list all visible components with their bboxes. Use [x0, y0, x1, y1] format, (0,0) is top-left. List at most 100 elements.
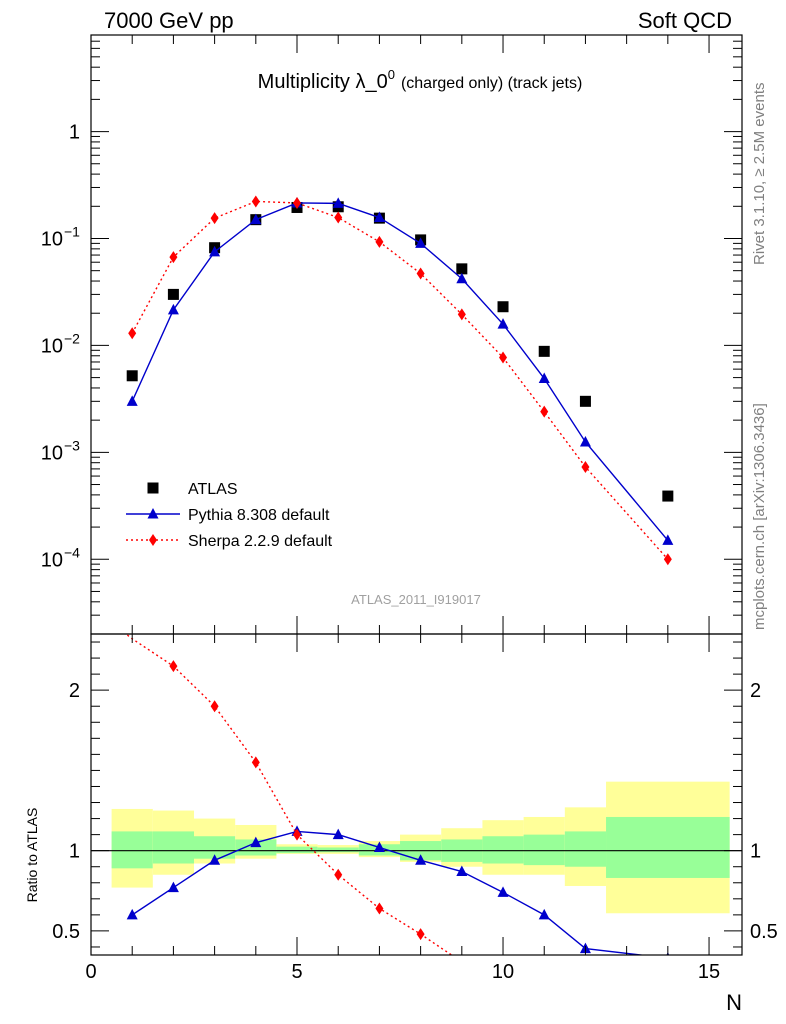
- point-1-12: [662, 534, 674, 545]
- ratio-point-0-10: [538, 908, 550, 920]
- ratio-point-0-8: [456, 865, 468, 877]
- point-1-0: [126, 395, 138, 406]
- y-tick-label-3: 10: [41, 442, 63, 464]
- point-1-2: [209, 245, 221, 257]
- main-y-axis: 110−110−210−310−4: [41, 34, 742, 635]
- x-tick-label-3: 15: [698, 961, 720, 983]
- y-tick-exp-1: −1: [64, 223, 80, 239]
- uncertainty-bands: [111, 781, 730, 914]
- main-title-sup: 0: [388, 67, 395, 82]
- legend-entry-2: Sherpa 2.2.9 default: [126, 533, 333, 550]
- band-inner-1: [152, 831, 195, 864]
- band-inner-0: [111, 831, 153, 869]
- ratio-point-0-7: [415, 854, 427, 865]
- band-inner-3: [235, 839, 277, 856]
- ratio-ylabel: Ratio to ATLAS: [24, 808, 40, 903]
- ratio-point-0-3: [250, 836, 262, 848]
- legend: ATLAS Pythia 8.308 default Sherpa 2.2.9 de…: [126, 481, 333, 550]
- y-tick-exp-3: −3: [64, 437, 80, 453]
- point-0-12: [662, 490, 674, 502]
- y-tick-label-2: 10: [41, 335, 63, 357]
- point-2-11: [581, 460, 590, 473]
- legend-label-1: Pythia 8.308 default: [188, 507, 330, 524]
- x-axis-label: N: [726, 990, 742, 1015]
- point-1-11: [579, 435, 591, 447]
- point-2-10: [540, 405, 549, 418]
- ratio-point-0-2: [209, 854, 221, 865]
- header-left: 7000 GeV pp: [104, 8, 234, 33]
- point-1-7: [415, 237, 427, 248]
- point-0-0: [126, 370, 138, 382]
- band-inner-9: [482, 836, 524, 864]
- main-title-suffix: (charged only) (track jets): [401, 75, 582, 92]
- ratio-y-label-left-1: 1: [69, 841, 80, 863]
- x-tick-label-2: 10: [492, 961, 514, 983]
- ratio-panel: Ratio to ATLAS N 0 5 10 15 0.5 0.5 1 1 2 2: [24, 633, 778, 1015]
- legend-entry-1: Pythia 8.308 default: [126, 507, 330, 524]
- legend-label-0: ATLAS: [188, 481, 238, 498]
- band-inner-2: [194, 836, 236, 859]
- point-1-8: [456, 272, 468, 284]
- point-1-1: [167, 303, 179, 315]
- ratio-point-0-5: [332, 828, 344, 840]
- point-2-2: [210, 212, 219, 225]
- ratio-point-0-0: [126, 908, 138, 920]
- point-1-10: [538, 372, 550, 384]
- point-0-10: [538, 345, 550, 357]
- band-inner-4: [276, 846, 318, 854]
- ratio-point-1-4: [251, 756, 260, 769]
- point-2-5: [334, 211, 343, 224]
- ratio-point-1-7: [375, 902, 384, 915]
- point-2-6: [375, 235, 384, 248]
- side-label-lower: mcplots.cern.ch [arXiv:1306.3436]: [751, 403, 768, 630]
- ratio-point-1-5: [293, 828, 302, 841]
- point-0-8: [456, 263, 468, 275]
- point-2-9: [499, 351, 508, 364]
- point-1-3: [250, 213, 262, 225]
- main-panel: Multiplicity λ_00 (charged only) (track j…: [41, 34, 743, 635]
- ratio-point-1-2: [169, 660, 178, 673]
- ratio-y-label-right-1: 1: [750, 841, 761, 863]
- y-tick-label-4: 10: [41, 549, 63, 571]
- point-2-3: [251, 195, 260, 208]
- main-series: [126, 195, 674, 566]
- point-2-7: [416, 267, 425, 280]
- ratio-line-1: [124, 634, 452, 955]
- ratio-frame: [90, 633, 743, 956]
- ratio-point-1-3: [210, 700, 219, 713]
- point-2-0: [128, 327, 137, 340]
- legend-marker-2: [149, 534, 157, 546]
- point-2-12: [663, 553, 672, 566]
- point-1-6: [373, 211, 385, 223]
- y-tick-exp-2: −2: [64, 330, 80, 346]
- point-0-9: [497, 301, 509, 313]
- point-2-1: [169, 251, 178, 264]
- legend-label-2: Sherpa 2.2.9 default: [188, 533, 333, 550]
- point-1-9: [497, 318, 509, 329]
- ratio-point-0-6: [373, 841, 385, 852]
- band-inner-12: [606, 816, 730, 878]
- band-inner-11: [564, 831, 607, 867]
- point-0-1: [167, 288, 179, 300]
- legend-entry-0: ATLAS: [147, 481, 238, 498]
- legend-marker-1: [147, 508, 159, 519]
- y-tick-label-0: 1: [69, 122, 80, 144]
- x-axis: 0 5 10 15: [85, 634, 720, 983]
- x-tick-label-1: 5: [291, 961, 302, 983]
- ratio-y-label-left-2: 2: [69, 680, 80, 702]
- ratio-point-0-9: [497, 886, 509, 897]
- analysis-id: ATLAS_2011_I919017: [351, 592, 481, 607]
- y-tick-exp-4: −4: [64, 544, 80, 560]
- header-right: Soft QCD: [638, 8, 732, 33]
- ratio-y-label-right-2: 2: [750, 680, 761, 702]
- ratio-y-label-left-0: 0.5: [52, 921, 80, 943]
- side-label-upper: Rivet 3.1.10, ≥ 2.5M events: [751, 83, 768, 266]
- main-title-text: Multiplicity λ_0: [258, 71, 388, 93]
- point-2-4: [293, 196, 302, 209]
- legend-marker-0: [147, 482, 159, 494]
- ratio-point-1-6: [334, 868, 343, 881]
- ratio-series: [124, 634, 670, 955]
- ratio-point-1-8: [416, 928, 425, 941]
- band-inner-10: [523, 834, 565, 866]
